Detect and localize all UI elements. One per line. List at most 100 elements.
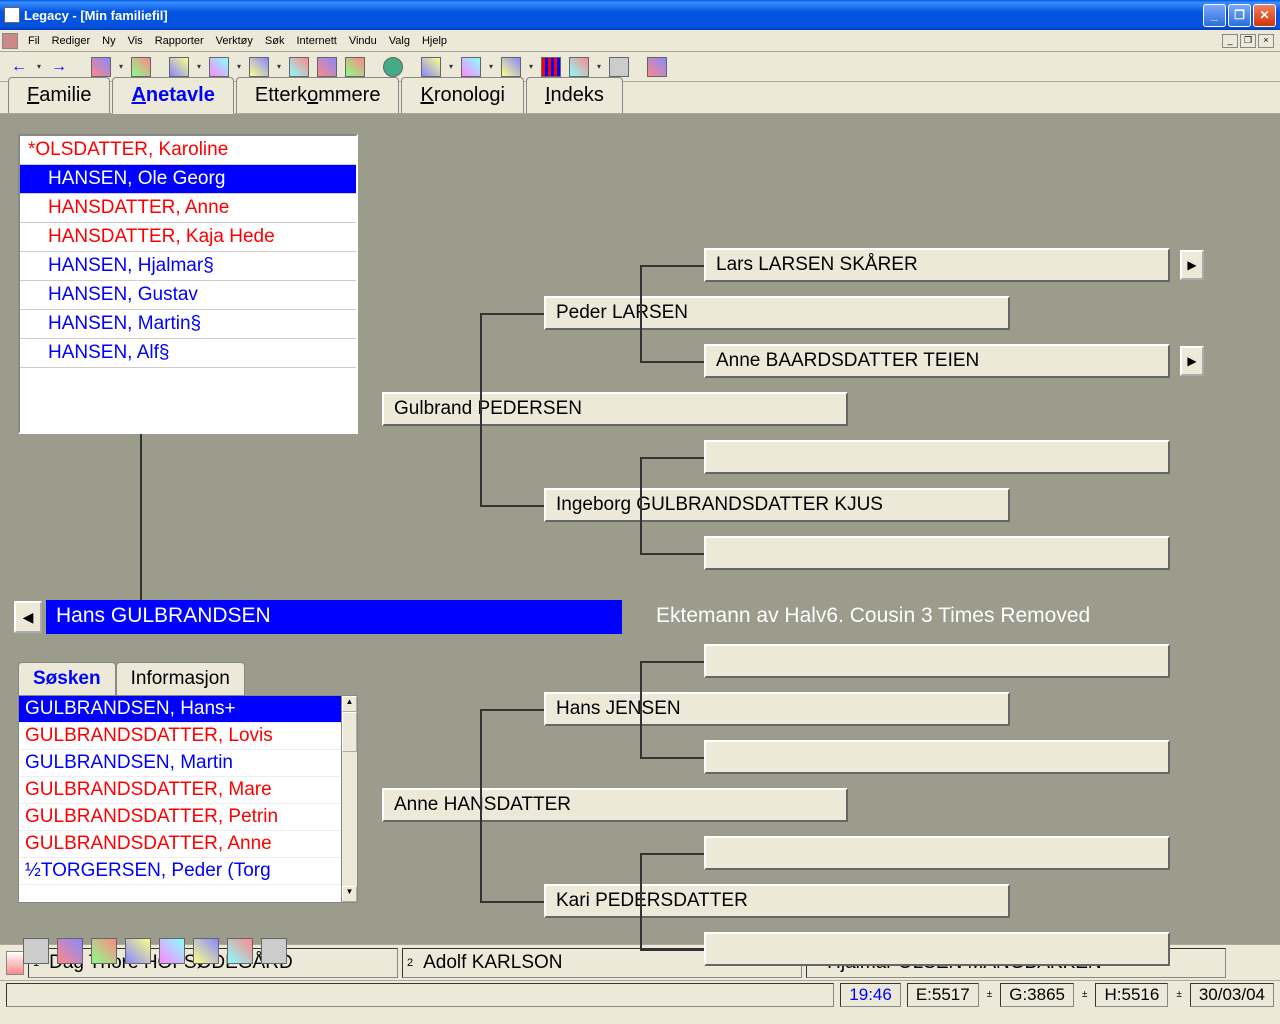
- toolbar-btn-11[interactable]: [458, 55, 484, 79]
- list-item[interactable]: HANSEN, Hjalmar§: [20, 252, 356, 281]
- tree-gen4-pmm[interactable]: [704, 536, 1170, 570]
- scrollbar[interactable]: ▲ ▼: [341, 696, 357, 902]
- detail-btn-notes[interactable]: [22, 937, 50, 965]
- list-item[interactable]: GULBRANDSEN, Hans+: [19, 696, 357, 723]
- tree-paternal-grandfather[interactable]: Peder LARSEN: [544, 296, 1010, 330]
- toolbar-btn-9[interactable]: [380, 55, 406, 79]
- nav-back-dropdown[interactable]: ▾: [34, 62, 44, 71]
- tab-etterkommere[interactable]: Etterkommere: [236, 77, 400, 113]
- relationship-text: Ektemann av Halv6. Cousin 3 Times Remove…: [656, 604, 1090, 628]
- toolbar-btn-10[interactable]: [418, 55, 444, 79]
- tab-anetavle[interactable]: Anetavle: [112, 77, 233, 114]
- menu-rediger[interactable]: Rediger: [46, 33, 97, 49]
- menu-valg[interactable]: Valg: [383, 33, 416, 49]
- menu-rapporter[interactable]: Rapporter: [149, 33, 210, 49]
- tree-gen4-mff[interactable]: [704, 644, 1170, 678]
- toolbar-dd-3[interactable]: ▾: [194, 62, 204, 71]
- tab-informasjon[interactable]: Informasjon: [116, 662, 245, 695]
- nav-left-button[interactable]: ◀: [14, 601, 42, 633]
- menu-fil[interactable]: Fil: [22, 33, 46, 49]
- toolbar-btn-1[interactable]: [88, 55, 114, 79]
- detail-btn-5[interactable]: [158, 937, 186, 965]
- list-item[interactable]: GULBRANDSDATTER, Mare: [19, 777, 357, 804]
- menu-vindu[interactable]: Vindu: [343, 33, 383, 49]
- toolbar-btn-8[interactable]: [342, 55, 368, 79]
- tab-indeks[interactable]: Indeks: [526, 77, 623, 113]
- detail-btn-4[interactable]: [124, 937, 152, 965]
- toolbar-dd-12[interactable]: ▾: [526, 62, 536, 71]
- mdi-app-icon[interactable]: [2, 33, 18, 49]
- toolbar-btn-4[interactable]: [206, 55, 232, 79]
- scroll-up-button[interactable]: ▲: [342, 696, 357, 712]
- toolbar-dd-14[interactable]: ▾: [594, 62, 604, 71]
- list-item[interactable]: GULBRANDSDATTER, Petrin: [19, 804, 357, 831]
- central-person[interactable]: Hans GULBRANDSEN: [46, 600, 622, 634]
- list-item[interactable]: GULBRANDSEN, Martin: [19, 750, 357, 777]
- tree-gen4-pmf[interactable]: [704, 440, 1170, 474]
- scroll-thumb[interactable]: [342, 712, 357, 752]
- list-item[interactable]: HANSEN, Alf§: [20, 339, 356, 368]
- toolbar-dd-1[interactable]: ▾: [116, 62, 126, 71]
- toolbar-dd-10[interactable]: ▾: [446, 62, 456, 71]
- detail-btn-todo[interactable]: [260, 937, 288, 965]
- nav-right-pfm[interactable]: ▶: [1180, 346, 1204, 376]
- tree-maternal-grandmother[interactable]: Kari PEDERSDATTER: [544, 884, 1010, 918]
- list-item[interactable]: HANSDATTER, Kaja Hede: [20, 223, 356, 252]
- tree-gen4-mmf[interactable]: [704, 836, 1170, 870]
- siblings-list[interactable]: GULBRANDSEN, Hans+ GULBRANDSDATTER, Lovi…: [18, 695, 358, 903]
- toolbar-dd-5[interactable]: ▾: [274, 62, 284, 71]
- tree-mother[interactable]: Anne HANSDATTER: [382, 788, 848, 822]
- tree-gen4-pfm[interactable]: Anne BAARDSDATTER TEIEN: [704, 344, 1170, 378]
- detail-btn-3[interactable]: [90, 937, 118, 965]
- tab-sosken[interactable]: Søsken: [18, 662, 116, 695]
- toolbar-btn-14[interactable]: [566, 55, 592, 79]
- list-item[interactable]: ½TORGERSEN, Peder (Torg: [19, 858, 357, 885]
- toolbar-btn-13[interactable]: [538, 55, 564, 79]
- tree-maternal-grandfather[interactable]: Hans JENSEN: [544, 692, 1010, 726]
- nav-right-pff[interactable]: ▶: [1180, 250, 1204, 280]
- menu-hjelp[interactable]: Hjelp: [416, 33, 453, 49]
- detail-btn-6[interactable]: [192, 937, 220, 965]
- mdi-minimize-button[interactable]: _: [1222, 34, 1238, 48]
- tree-gen4-mmm[interactable]: [704, 932, 1170, 966]
- list-item[interactable]: *OLSDATTER, Karoline: [20, 136, 356, 165]
- toolbar-dd-11[interactable]: ▾: [486, 62, 496, 71]
- menu-ny[interactable]: Ny: [96, 33, 121, 49]
- detail-btn-2[interactable]: [56, 937, 84, 965]
- tab-familie[interactable]: Familie: [8, 77, 110, 113]
- children-list[interactable]: *OLSDATTER, Karoline HANSEN, Ole Georg H…: [18, 134, 358, 434]
- toolbar-btn-5[interactable]: [246, 55, 272, 79]
- toolbar-btn-7[interactable]: [314, 55, 340, 79]
- toolbar-btn-15[interactable]: [606, 55, 632, 79]
- maximize-button[interactable]: ❐: [1228, 4, 1251, 27]
- tree-paternal-grandmother[interactable]: Ingeborg GULBRANDSDATTER KJUS: [544, 488, 1010, 522]
- close-button[interactable]: ✕: [1253, 4, 1276, 27]
- list-item[interactable]: GULBRANDSDATTER, Anne: [19, 831, 357, 858]
- list-item[interactable]: HANSEN, Martin§: [20, 310, 356, 339]
- menu-verktoy[interactable]: Verktøy: [210, 33, 259, 49]
- toolbar-btn-3[interactable]: [166, 55, 192, 79]
- scroll-down-button[interactable]: ▼: [342, 886, 357, 902]
- tree-gen4-mfm[interactable]: [704, 740, 1170, 774]
- nav-forward-button[interactable]: →: [46, 55, 72, 79]
- list-item[interactable]: HANSEN, Ole Georg: [20, 165, 356, 194]
- nav-back-button[interactable]: ←: [6, 55, 32, 79]
- tree-father[interactable]: Gulbrand PEDERSEN: [382, 392, 848, 426]
- toolbar-btn-2[interactable]: [128, 55, 154, 79]
- tree-gen4-pff[interactable]: Lars LARSEN SKÅRER: [704, 248, 1170, 282]
- list-item[interactable]: HANSEN, Gustav: [20, 281, 356, 310]
- list-item[interactable]: HANSDATTER, Anne: [20, 194, 356, 223]
- toolbar-btn-12[interactable]: [498, 55, 524, 79]
- toolbar-btn-6[interactable]: [286, 55, 312, 79]
- menu-internett[interactable]: Internett: [290, 33, 342, 49]
- detail-btn-7[interactable]: [226, 937, 254, 965]
- list-item[interactable]: GULBRANDSDATTER, Lovis: [19, 723, 357, 750]
- toolbar-dd-4[interactable]: ▾: [234, 62, 244, 71]
- menu-vis[interactable]: Vis: [122, 33, 149, 49]
- mdi-restore-button[interactable]: ❐: [1240, 34, 1256, 48]
- toolbar-btn-16[interactable]: [644, 55, 670, 79]
- mdi-close-button[interactable]: ×: [1258, 34, 1274, 48]
- tab-kronologi[interactable]: Kronologi: [401, 77, 524, 113]
- minimize-button[interactable]: _: [1203, 4, 1226, 27]
- menu-sok[interactable]: Søk: [259, 33, 291, 49]
